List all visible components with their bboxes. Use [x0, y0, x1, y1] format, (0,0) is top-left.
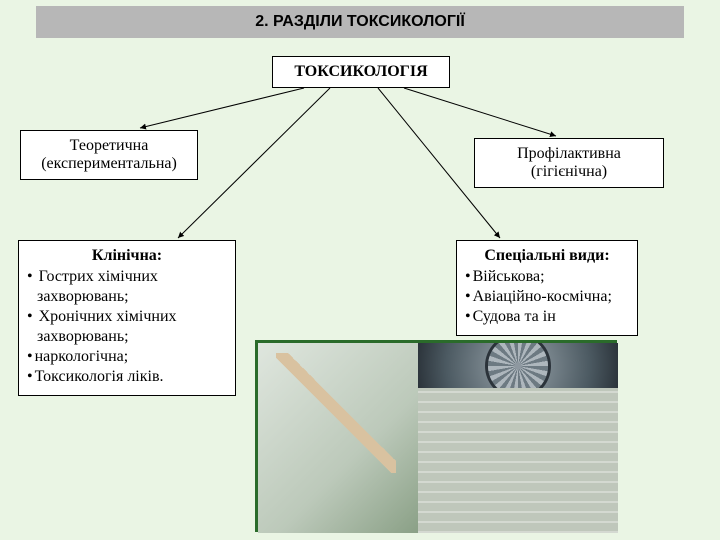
list-item: наркологічна;	[27, 347, 227, 367]
list-item: Гострих хімічних захворювань;	[27, 267, 227, 307]
branch-clinical-header: Клінічна:	[27, 247, 227, 265]
list-item: Авіаційно-космічна;	[465, 287, 629, 307]
section-title-text: 2. РАЗДІЛИ ТОКСИКОЛОГІЇ	[255, 13, 465, 30]
list-item: Військова;	[465, 267, 629, 287]
branch-prophylactic: Профілактивна (гігієнічна)	[474, 138, 664, 188]
list-item: Токсикологія ліків.	[27, 367, 227, 387]
branch-prophylactic-line1: Профілактивна	[483, 145, 655, 163]
photo-collage	[255, 340, 617, 532]
root-node: ТОКСИКОЛОГІЯ	[272, 56, 450, 88]
photo-turbine	[418, 343, 618, 388]
root-label: ТОКСИКОЛОГІЯ	[294, 63, 427, 80]
photo-pipette	[258, 343, 418, 533]
branch-prophylactic-line2: (гігієнічна)	[483, 163, 655, 181]
branch-special: Спеціальні види: Військова; Авіаційно-ко…	[456, 240, 638, 336]
branch-theoretical: Теоретична (експериментальна)	[20, 130, 198, 180]
photo-vials	[418, 388, 618, 533]
branch-special-header: Спеціальні види:	[465, 247, 629, 265]
branch-theoretical-line2: (експериментальна)	[29, 155, 189, 173]
branch-special-list: Військова; Авіаційно-космічна; Судова та…	[465, 267, 629, 327]
branch-clinical: Клінічна: Гострих хімічних захворювань; …	[18, 240, 236, 396]
branch-clinical-list: Гострих хімічних захворювань; Хронічних …	[27, 267, 227, 387]
list-item: Хронічних хімічних захворювань;	[27, 307, 227, 347]
section-title-bar: 2. РАЗДІЛИ ТОКСИКОЛОГІЇ	[36, 6, 684, 38]
branch-theoretical-line1: Теоретична	[29, 137, 189, 155]
list-item: Судова та ін	[465, 307, 629, 327]
